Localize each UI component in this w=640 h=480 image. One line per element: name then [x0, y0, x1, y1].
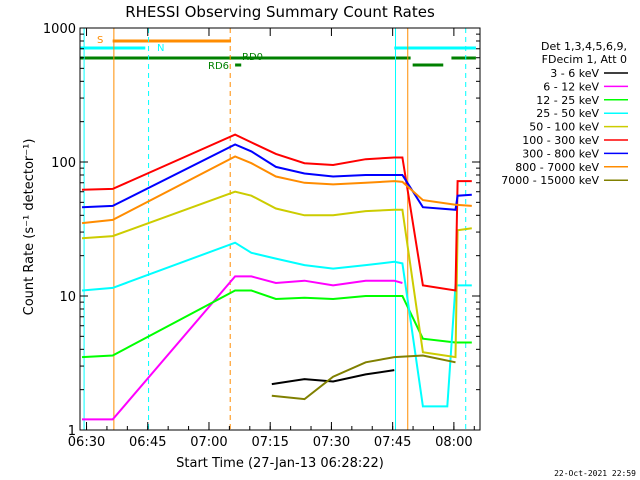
x-tick-label-4: 07:30	[313, 435, 350, 450]
plot-area	[80, 28, 480, 430]
plot-frame	[79, 27, 481, 431]
y-tick-label-2: 100	[51, 156, 76, 171]
legend-header-0: Det 1,3,4,5,6,9,	[541, 40, 627, 53]
x-tick-label-3: 07:15	[251, 435, 288, 450]
legend-label-8: 7000 - 15000 keV	[501, 174, 599, 187]
bar-label-rd6: RD6	[208, 61, 229, 72]
y-axis-label: Count Rate (s⁻¹ detector⁻¹)	[22, 139, 37, 316]
series-line-6	[81, 143, 472, 211]
legend-label-3: 25 - 50 keV	[536, 107, 599, 120]
y-tick-label-1: 10	[59, 290, 76, 305]
legend-label-4: 50 - 100 keV	[529, 121, 599, 134]
legend-label-5: 100 - 300 keV	[522, 134, 599, 147]
legend-label-7: 800 - 7000 keV	[515, 161, 599, 174]
x-tick-label-5: 07:45	[374, 435, 411, 450]
chart-title: RHESSI Observing Summary Count Rates	[125, 3, 435, 21]
bar-label-n: N	[157, 43, 164, 54]
footer-date: 22-Oct-2021 22:59	[554, 469, 636, 478]
legend-label-6: 300 - 800 keV	[522, 147, 599, 160]
x-tick-label-6: 08:00	[435, 435, 472, 450]
legend-label-0: 3 - 6 keV	[550, 67, 599, 80]
bar-label-s: S	[97, 35, 103, 46]
legend-label-1: 6 - 12 keV	[543, 80, 599, 93]
plot-background	[80, 28, 480, 430]
x-tick-label-2: 07:00	[190, 435, 227, 450]
x-tick-label-0: 06:30	[68, 435, 105, 450]
legend: Det 1,3,4,5,6,9,FDecim 1, Att 03 - 6 keV…	[501, 40, 628, 187]
legend-label-2: 12 - 25 keV	[536, 94, 599, 107]
legend-header-1: FDecim 1, Att 0	[542, 53, 627, 66]
x-tick-label-1: 06:45	[129, 435, 166, 450]
x-axis-label: Start Time (27-Jan-13 06:28:22)	[176, 456, 384, 471]
axes: 06:30 06:45 07:00 07:15 07:30 07:45 08:00 1 10 10…	[43, 22, 481, 450]
y-tick-label-0: 1	[68, 424, 76, 439]
series-line-3	[81, 241, 472, 408]
series-line-1	[82, 275, 403, 421]
series-line-2	[81, 289, 472, 359]
series-line-5	[81, 133, 472, 292]
series-line-4	[81, 190, 472, 359]
series-line-7	[81, 155, 472, 225]
series-line-8	[271, 354, 456, 401]
series-line-0	[271, 369, 395, 386]
status-vertical-lines	[83, 28, 467, 430]
bar-label-rd0: RD0	[242, 52, 263, 63]
y-tick-label-3: 1000	[43, 22, 76, 37]
series-lines	[81, 133, 472, 421]
